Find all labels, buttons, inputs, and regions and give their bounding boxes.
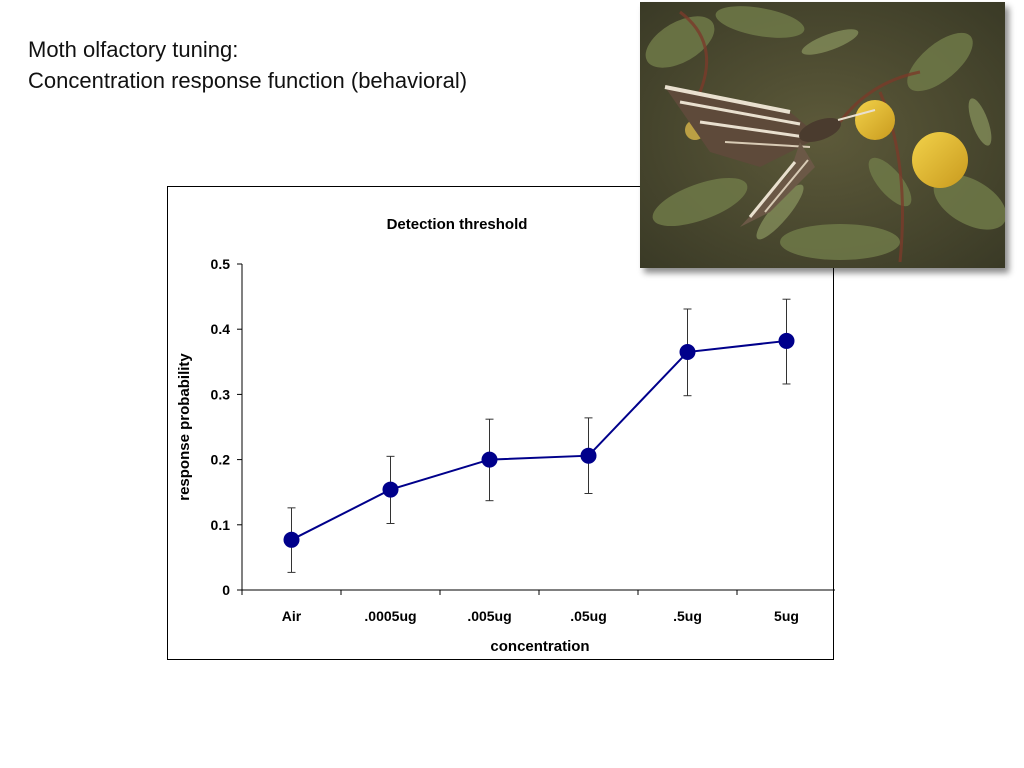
slide-title-line2: Concentration response function (behavio… [28, 68, 468, 93]
y-tick-label: 0.3 [211, 386, 231, 402]
series-line [291, 339, 787, 541]
chart-title: Detection threshold [387, 216, 528, 233]
slide-title: Moth olfactory tuning: Concentration res… [28, 34, 467, 96]
x-axis-title: concentration [490, 638, 589, 655]
data-point [778, 332, 795, 349]
x-tick-label: .0005ug [364, 608, 416, 624]
x-tick-label: Air [282, 608, 302, 624]
data-point [679, 344, 696, 361]
x-tick-label: .5ug [673, 608, 702, 624]
data-point [481, 451, 498, 468]
slide-title-line1: Moth olfactory tuning: [28, 37, 239, 62]
line-chart: Detection threshold concentration respon… [176, 216, 835, 655]
y-axis-title: response probability [176, 353, 193, 501]
y-tick-label: 0 [222, 582, 230, 598]
data-point [382, 481, 399, 498]
x-tick-label: 5ug [774, 608, 799, 624]
y-tick-label: 0.2 [211, 452, 231, 468]
data-point [580, 447, 597, 464]
moth-photo [640, 2, 1005, 268]
moth-photo-image [640, 2, 1005, 268]
y-tick-label: 0.1 [211, 517, 231, 533]
x-tick-label: .05ug [570, 608, 607, 624]
data-point [283, 531, 300, 548]
x-tick-label: .005ug [467, 608, 511, 624]
y-tick-label: 0.4 [211, 321, 231, 337]
y-tick-label: 0.5 [211, 256, 231, 272]
